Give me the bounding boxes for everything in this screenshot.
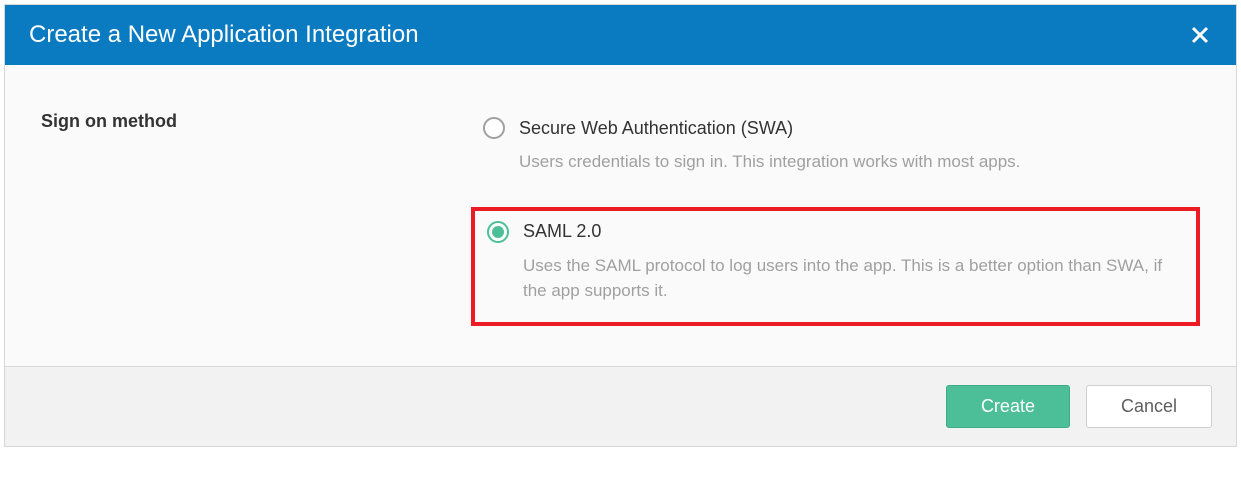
- option-swa-description: Users credentials to sign in. This integ…: [519, 149, 1188, 175]
- sign-on-method-label: Sign on method: [41, 109, 471, 326]
- cancel-button[interactable]: Cancel: [1086, 385, 1212, 428]
- modal-body: Sign on method Secure Web Authentication…: [5, 65, 1236, 366]
- close-icon[interactable]: [1188, 23, 1212, 47]
- create-app-integration-modal: Create a New Application Integration Sig…: [4, 4, 1237, 447]
- option-swa-label: Secure Web Authentication (SWA): [519, 118, 793, 139]
- modal-footer: Create Cancel: [5, 366, 1236, 446]
- create-button[interactable]: Create: [946, 385, 1070, 428]
- modal-header: Create a New Application Integration: [5, 5, 1236, 65]
- option-saml-description: Uses the SAML protocol to log users into…: [523, 253, 1184, 304]
- option-saml[interactable]: SAML 2.0 Uses the SAML protocol to log u…: [471, 207, 1200, 326]
- option-swa[interactable]: Secure Web Authentication (SWA) Users cr…: [471, 109, 1200, 183]
- modal-title: Create a New Application Integration: [29, 21, 419, 49]
- option-saml-label: SAML 2.0: [523, 221, 601, 242]
- radio-saml[interactable]: [487, 221, 509, 243]
- sign-on-method-options: Secure Web Authentication (SWA) Users cr…: [471, 109, 1200, 326]
- radio-swa[interactable]: [483, 117, 505, 139]
- option-row: SAML 2.0: [487, 221, 1184, 243]
- option-row: Secure Web Authentication (SWA): [483, 117, 1188, 139]
